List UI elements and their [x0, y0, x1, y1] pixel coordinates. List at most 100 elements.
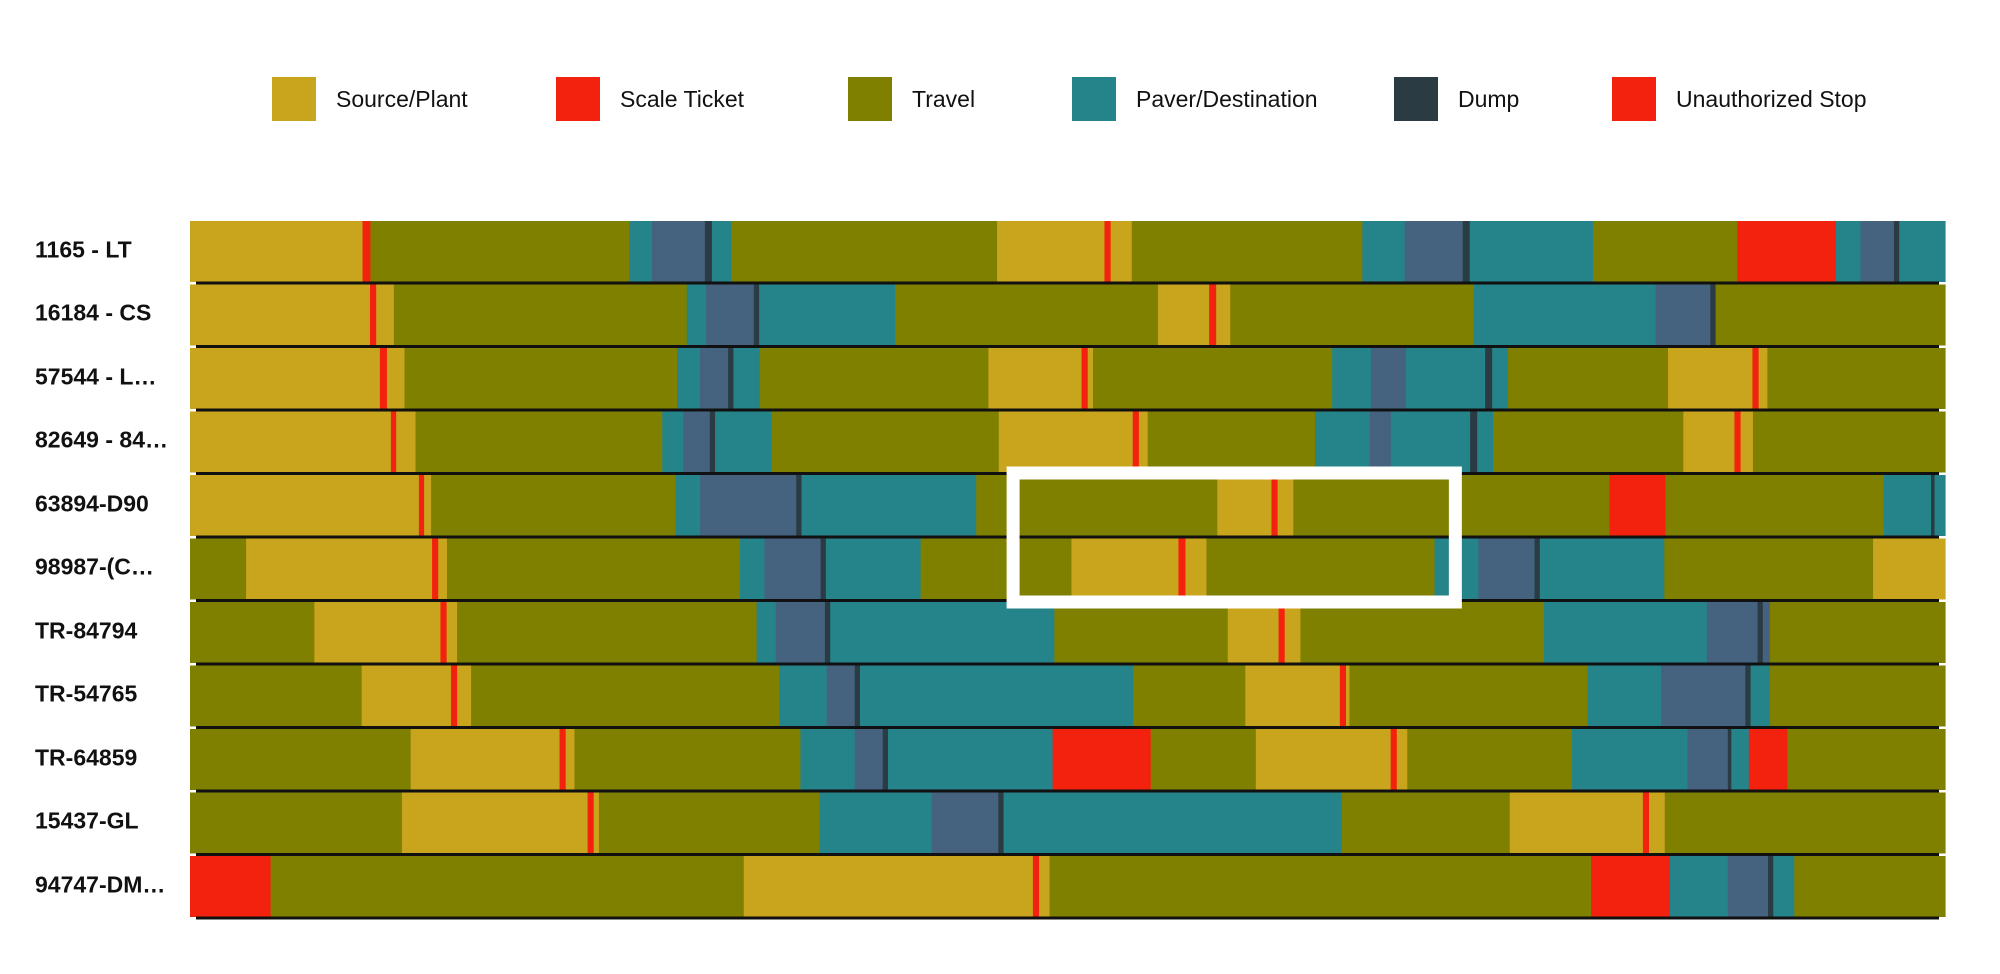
bar-segment-scale — [559, 729, 567, 790]
bar-segment-source — [1509, 792, 1644, 854]
bar-segment-travel — [1049, 856, 1592, 917]
bar-segment-dump — [796, 475, 803, 536]
bar-segment-scale — [1278, 602, 1286, 663]
bar-segment-source — [1345, 665, 1351, 727]
bar-segment-scale — [1734, 411, 1742, 473]
bar-segment-paver — [1406, 348, 1486, 409]
bar-segment-paver — [1477, 411, 1494, 473]
bar-segment-paver_alt — [1404, 221, 1464, 282]
bar-segment-scale — [1271, 475, 1279, 536]
bar-segment-travel — [404, 348, 678, 409]
bar-segment-dump — [824, 602, 831, 663]
bar-segment-paver_alt — [854, 729, 884, 790]
bar-segment-source — [246, 538, 433, 600]
legend-swatch-dump — [1394, 77, 1438, 121]
bar-segment-scale — [1104, 221, 1112, 282]
bar-segment-paver — [715, 411, 773, 473]
bar-segment-paver_alt — [931, 792, 999, 854]
bar-segment-source — [361, 665, 452, 727]
bar-segment-source — [1284, 602, 1302, 663]
bar-segment-paver — [800, 729, 856, 790]
bar-segment-travel — [1349, 665, 1589, 727]
bar-segment-scale — [418, 475, 425, 536]
legend-swatch-source-plant — [272, 77, 316, 121]
row-label: TR-54765 — [35, 680, 138, 707]
bar-segment-paver — [1750, 665, 1771, 727]
bar-segment-dump — [728, 348, 734, 409]
bar-segment-dump — [1727, 729, 1732, 790]
bar-segment-dump — [709, 411, 716, 473]
bar-segment-source — [1071, 538, 1180, 600]
bar-segment-source — [593, 792, 600, 854]
bar-segment-paver — [756, 602, 777, 663]
bar-segment-source — [401, 792, 589, 854]
legend-item-travel: Travel — [848, 76, 975, 122]
bar-segment-travel — [1767, 348, 1946, 409]
bar-segment-dump — [1931, 475, 1936, 536]
bar-segment-paver — [1003, 792, 1343, 854]
bar-segment-source — [1227, 602, 1280, 663]
bar-segment-stop — [1737, 221, 1837, 282]
bar-segment-paver — [759, 284, 896, 346]
bar-segment-travel — [1592, 221, 1738, 282]
bar-segment-travel — [190, 665, 363, 727]
bar-segment-source — [190, 284, 371, 346]
bar-segment-travel — [1150, 729, 1257, 790]
legend: Source/Plant Scale Ticket Travel Paver/D… — [272, 76, 1912, 122]
bar-segment-source — [1087, 348, 1094, 409]
bar-segment-paver — [662, 411, 684, 473]
legend-item-paver-destination: Paver/Destination — [1072, 76, 1318, 122]
bar-segment-paver_alt — [1860, 221, 1895, 282]
bar-segment-stop — [1052, 729, 1152, 790]
bar-segment-source — [1185, 538, 1208, 600]
bar-segment-source — [424, 475, 432, 536]
bar-segment-paver — [711, 221, 732, 282]
bar-segment-travel — [1054, 602, 1229, 663]
bar-segment-travel — [1508, 348, 1669, 409]
bar-segment-scale — [1390, 729, 1398, 790]
bar-segment-paver_alt — [1478, 538, 1536, 600]
bar-segment-travel — [1293, 475, 1455, 536]
legend-label-paver-destination: Paver/Destination — [1136, 85, 1318, 112]
bar-segment-scale — [379, 348, 388, 409]
bar-segment-paver — [825, 538, 922, 600]
bar-segment-paver — [1473, 284, 1657, 346]
bar-segment-source — [386, 348, 406, 409]
bar-segment-paver_alt — [706, 284, 755, 346]
bar-segment-travel — [431, 475, 677, 536]
bar-segment-dump — [1768, 856, 1774, 917]
bar-segment-travel — [895, 284, 1159, 346]
bar-segment-scale — [362, 221, 372, 282]
bar-segment-travel — [1206, 538, 1436, 600]
legend-label-travel: Travel — [912, 85, 976, 112]
bar-segment-dump — [1757, 602, 1764, 663]
bar-segment-scale — [440, 602, 448, 663]
bar-segment-source — [1157, 284, 1210, 346]
bar-segment-dump — [1893, 221, 1900, 282]
bar-segment-source — [1873, 538, 1946, 600]
bar-segment-travel — [1715, 284, 1946, 346]
bar-segment-travel — [1794, 856, 1946, 917]
bar-segment-source — [1683, 411, 1736, 473]
bar-segment-dump — [753, 284, 760, 346]
bar-segment-paver — [1492, 348, 1509, 409]
bar-segment-scale — [1132, 411, 1140, 473]
bar-segment-travel — [190, 792, 403, 854]
bar-segment-source — [1649, 792, 1666, 854]
bar-segment-paver — [675, 475, 701, 536]
bar-segment-paver_alt — [1727, 856, 1769, 917]
bar-segment-source — [376, 284, 395, 346]
bar-segment-dump — [1534, 538, 1541, 600]
bar-segment-source — [410, 729, 561, 790]
bar-segment-scale — [1642, 792, 1650, 854]
bar-segment-paver — [1899, 221, 1946, 282]
legend-item-source-plant: Source/Plant — [272, 76, 468, 122]
bar-segment-paver — [887, 729, 1054, 790]
bar-segment-travel — [471, 665, 780, 727]
bar-segment-source — [1217, 475, 1273, 536]
bar-segment-scale — [1178, 538, 1187, 600]
bar-segment-dump — [882, 729, 889, 790]
bar-segment-stop — [190, 856, 272, 917]
bar-segment-travel — [270, 856, 745, 917]
